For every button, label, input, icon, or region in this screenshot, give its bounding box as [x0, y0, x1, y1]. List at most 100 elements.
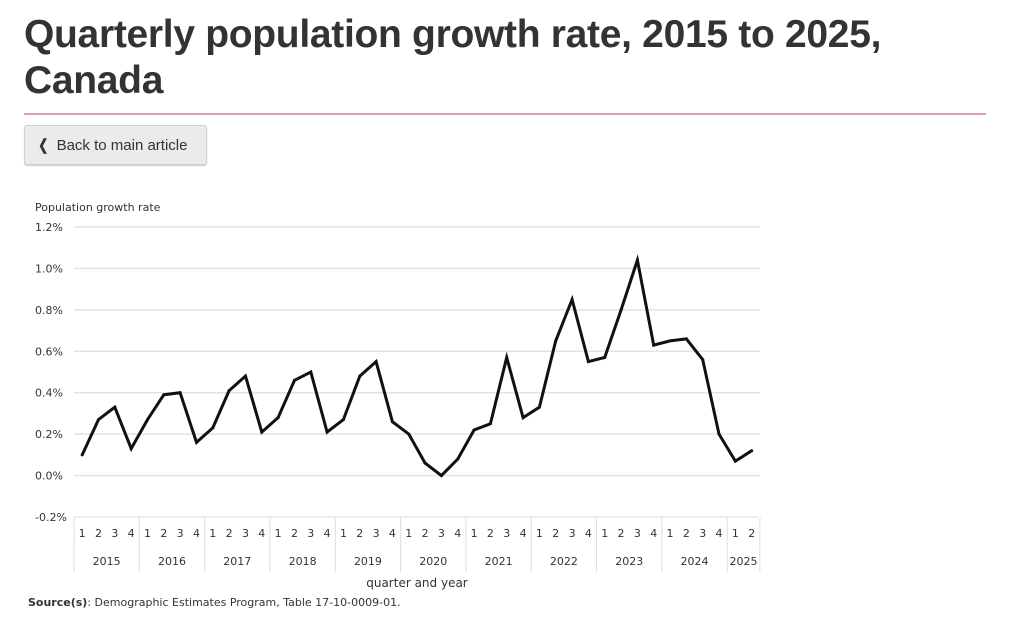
quarter-tick-label: 3	[177, 527, 184, 540]
data-point	[652, 343, 656, 347]
series-line	[80, 254, 753, 478]
year-tick-label: 2018	[289, 555, 317, 568]
year-tick-label: 2019	[354, 555, 382, 568]
quarter-tick-label: 3	[307, 527, 314, 540]
quarter-tick-label: 4	[716, 527, 723, 540]
data-point	[194, 440, 198, 444]
quarter-tick-label: 4	[389, 527, 396, 540]
quarter-tick-label: 1	[405, 527, 412, 540]
y-tick-label: 0.8%	[35, 304, 63, 317]
data-point	[521, 416, 525, 420]
data-point	[243, 374, 247, 378]
year-tick-label: 2023	[615, 555, 643, 568]
quarter-tick-label: 1	[144, 527, 151, 540]
source-text: : Demographic Estimates Program, Table 1…	[87, 596, 401, 609]
quarter-tick-label: 1	[732, 527, 739, 540]
data-point	[325, 430, 329, 434]
data-point	[586, 360, 590, 364]
quarter-tick-label: 1	[601, 527, 608, 540]
quarter-tick-label: 4	[193, 527, 200, 540]
data-point	[619, 308, 623, 312]
data-point	[701, 358, 705, 362]
chart-svg: Population growth rate 1.2% 1.0% 0.8% 0.6% 0…	[35, 201, 761, 590]
quarter-tick-label: 1	[536, 527, 543, 540]
quarter-tick-label: 2	[356, 527, 363, 540]
y-tick-label: 0.6%	[35, 345, 63, 358]
quarter-tick-label: 1	[209, 527, 216, 540]
quarter-tick-label: 4	[128, 527, 135, 540]
data-point	[603, 356, 607, 359]
data-point	[113, 405, 117, 409]
quarter-tick-label: 3	[438, 527, 445, 540]
year-tick-label: 2025	[730, 555, 758, 568]
quarter-tick-label: 2	[226, 527, 233, 540]
data-point	[570, 298, 574, 301]
y-tick-label: 0.0%	[35, 470, 63, 483]
quarter-tick-label: 1	[667, 527, 674, 540]
quarter-tick-label: 2	[291, 527, 298, 540]
quarter-tick-label: 4	[454, 527, 461, 540]
data-point	[472, 428, 476, 432]
y-tick-label: 0.4%	[35, 387, 63, 400]
data-point	[390, 420, 394, 424]
quarter-tick-label: 4	[650, 527, 657, 540]
data-point	[537, 405, 541, 409]
quarter-tick-label: 1	[275, 527, 282, 540]
data-point	[635, 258, 639, 262]
back-to-main-article-button[interactable]: ❮ Back to main article	[24, 125, 207, 165]
data-point	[276, 416, 280, 420]
year-tick-label: 2020	[419, 555, 447, 568]
y-tick-labels: 1.2% 1.0% 0.8% 0.6% 0.4% 0.2% 0.0% -0.2%	[35, 221, 67, 524]
data-point	[309, 370, 313, 374]
data-point	[423, 461, 427, 465]
y-tick-label: 1.2%	[35, 221, 63, 234]
data-point	[374, 360, 378, 364]
y-tick-label: -0.2%	[35, 511, 67, 524]
quarter-tick-label: 1	[79, 527, 86, 540]
quarter-tick-label: 2	[748, 527, 755, 540]
data-point	[145, 418, 149, 422]
quarter-tick-label: 2	[422, 527, 429, 540]
quarter-tick-label: 2	[95, 527, 102, 540]
data-point	[456, 457, 460, 461]
quarter-tick-label: 4	[324, 527, 331, 540]
quarter-tick-label: 2	[160, 527, 167, 540]
data-point	[260, 430, 264, 434]
source-note: Source(s): Demographic Estimates Program…	[28, 596, 401, 609]
gridlines	[74, 226, 760, 477]
data-point	[341, 418, 345, 422]
x-axis-label: quarter and year	[366, 576, 468, 590]
quarter-tick-label: 2	[552, 527, 559, 540]
quarter-tick-label: 3	[242, 527, 249, 540]
data-point	[554, 339, 558, 343]
quarter-tick-label: 2	[487, 527, 494, 540]
quarter-tick-label: 2	[618, 527, 625, 540]
quarter-tick-label: 4	[585, 527, 592, 540]
data-point	[488, 422, 492, 426]
quarter-tick-label: 2	[683, 527, 690, 540]
y-tick-label: 0.2%	[35, 428, 63, 441]
data-point	[292, 378, 296, 382]
page-title: Quarterly population growth rate, 2015 t…	[24, 13, 882, 102]
year-tick-label: 2015	[93, 555, 121, 568]
data-point	[162, 393, 166, 397]
year-tick-label: 2022	[550, 555, 578, 568]
quarter-tick-label: 1	[340, 527, 347, 540]
data-point	[407, 432, 411, 436]
y-tick-label: 1.0%	[35, 262, 63, 275]
data-point	[211, 426, 215, 430]
y-axis-label: Population growth rate	[35, 201, 161, 214]
quarter-tick-label: 4	[520, 527, 527, 540]
data-point	[227, 389, 231, 393]
data-point	[505, 356, 509, 359]
data-point	[358, 374, 362, 378]
quarter-tick-label: 3	[503, 527, 510, 540]
data-point	[668, 339, 672, 343]
quarter-tick-label: 3	[699, 527, 706, 540]
quarter-tick-label: 1	[471, 527, 478, 540]
quarter-tick-label: 3	[373, 527, 380, 540]
line-chart: Population growth rate 1.2% 1.0% 0.8% 0.6% 0…	[0, 190, 790, 590]
title-divider	[24, 113, 986, 115]
series-line-group	[80, 254, 754, 478]
year-tick-label: 2021	[485, 555, 513, 568]
